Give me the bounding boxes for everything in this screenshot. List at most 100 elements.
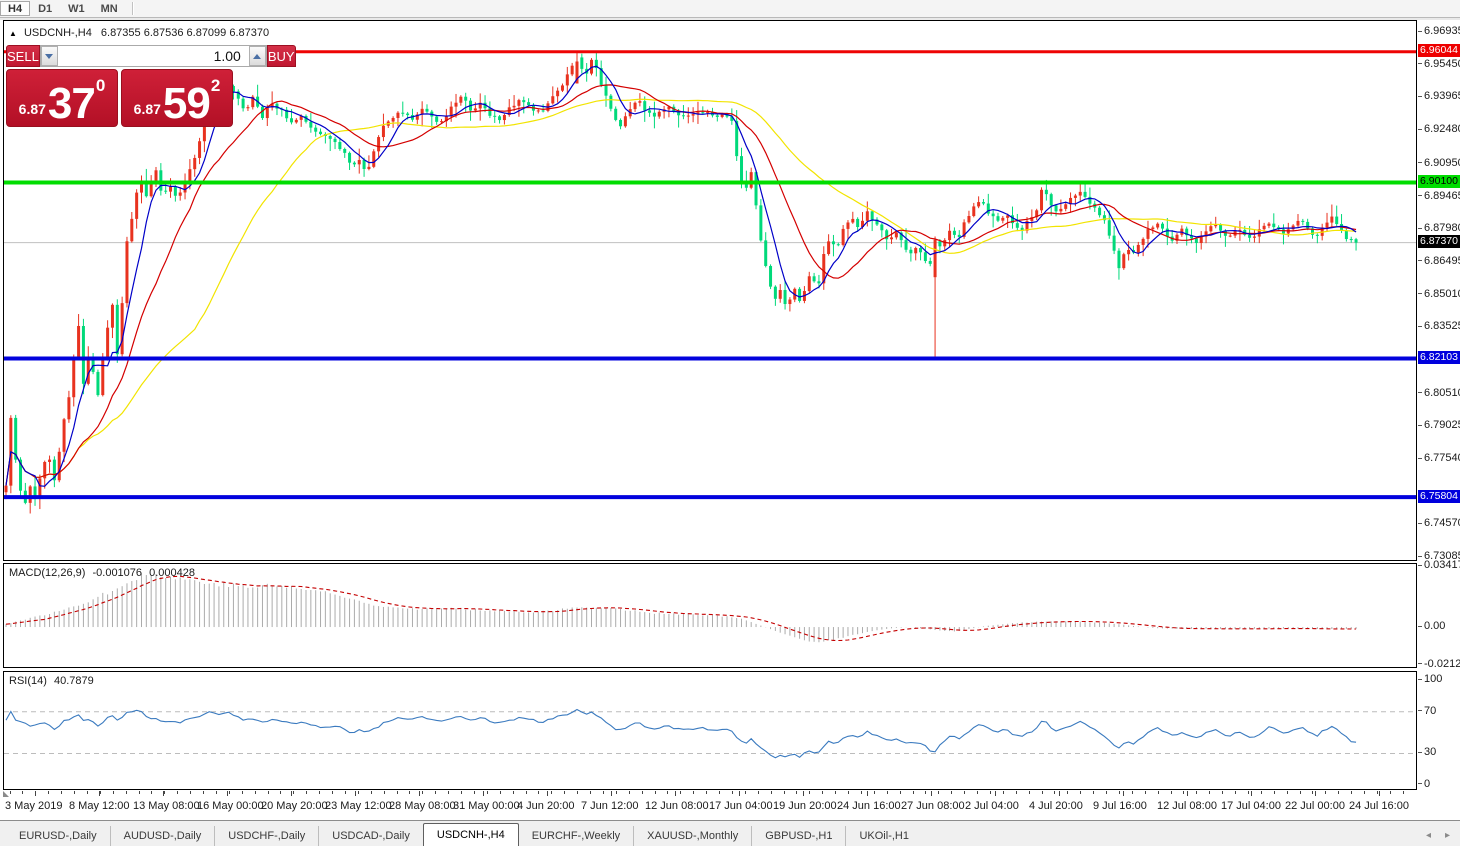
chart-tab-audusd[interactable]: AUDUSD-,Daily: [109, 826, 215, 846]
time-major-tick: [611, 791, 612, 796]
rsi-tick: 0: [1418, 778, 1430, 790]
time-label: 12 Jul 08:00: [1157, 800, 1217, 812]
chart-tab-usdchf[interactable]: USDCHF-,Daily: [214, 826, 318, 846]
sell-price-button[interactable]: 6.87 37 0: [6, 69, 118, 127]
time-label: 20 May 20:00: [261, 800, 328, 812]
buy-price-point: 2: [210, 76, 221, 95]
time-minor-tick: [977, 791, 978, 794]
time-minor-tick: [138, 791, 140, 794]
chart-tab-eurusd[interactable]: EURUSD-,Daily: [19, 830, 97, 842]
time-minor-tick: [74, 791, 75, 794]
time-minor-tick: [641, 791, 643, 794]
time-minor-tick: [1183, 791, 1185, 794]
price-level-label: 6.90100: [1418, 175, 1460, 189]
chart-tab-eurchf[interactable]: EURCHF-,Weekly: [531, 830, 621, 842]
time-major-tick: [739, 791, 740, 796]
time-minor-tick: [719, 791, 720, 794]
time-minor-tick: [1389, 791, 1391, 794]
time-label: 13 May 08:00: [133, 800, 200, 812]
price-tick: 6.90950: [1418, 157, 1460, 169]
time-minor-tick: [938, 791, 940, 794]
time-minor-tick: [1312, 791, 1314, 794]
tab-scroll-right-icon[interactable]: ▸: [1444, 830, 1450, 841]
volume-decrease-button[interactable]: [40, 46, 58, 66]
rsi-panel[interactable]: RSI(14) 40.7879: [3, 671, 1417, 790]
time-minor-tick: [1338, 791, 1340, 794]
chart-tab-usdcad[interactable]: USDCAD-,Daily: [318, 826, 423, 846]
volume-input[interactable]: [57, 46, 249, 66]
time-major-tick: [1251, 791, 1252, 796]
rsi-tick: 100: [1418, 673, 1442, 685]
time-minor-tick: [602, 791, 604, 794]
time-minor-tick: [538, 791, 540, 794]
time-minor-tick: [215, 791, 217, 794]
time-major-tick: [547, 791, 548, 796]
time-major-tick: [1187, 791, 1188, 796]
buy-price-button[interactable]: 6.87 59 2: [121, 69, 233, 127]
time-minor-tick: [1041, 791, 1043, 794]
time-minor-tick: [1067, 791, 1069, 794]
time-minor-tick: [964, 791, 966, 794]
time-major-tick: [931, 791, 932, 796]
time-minor-tick: [1286, 791, 1288, 794]
toolbar-separator: [131, 2, 134, 15]
price-axis[interactable]: 6.96935 6.95450 6.93965 6.92480 6.90950 6.894…: [1418, 20, 1460, 562]
time-minor-tick: [1054, 791, 1056, 794]
collapse-arrow-icon[interactable]: ▲: [9, 29, 17, 38]
time-minor-tick: [1170, 791, 1172, 794]
time-minor-tick: [667, 791, 669, 794]
time-minor-tick: [628, 791, 630, 794]
chart-tab-ukoil[interactable]: UKOil-,H1: [845, 826, 922, 846]
price-chart-panel[interactable]: ▲ USDCNH-,H4 6.87355 6.87536 6.87099 6.8…: [3, 20, 1417, 561]
time-label: 3 May 2019: [5, 800, 63, 812]
time-minor-tick: [1260, 791, 1262, 794]
price-tick: 6.85010: [1418, 288, 1460, 300]
time-minor-tick: [835, 791, 837, 794]
rsi-tick: 30: [1418, 746, 1436, 758]
chart-ohlc-values: 6.87355 6.87536 6.87099 6.87370: [100, 27, 270, 39]
time-minor-tick: [177, 791, 179, 794]
time-major-tick: [35, 791, 36, 796]
price-tick: 6.89465: [1418, 190, 1460, 202]
candlestick-chart[interactable]: [4, 21, 1416, 560]
chart-tab-gbpusd[interactable]: GBPUSD-,H1: [751, 826, 845, 846]
time-minor-tick: [1209, 791, 1211, 794]
macd-label: MACD(12,26,9): [9, 567, 86, 579]
price-level-label: 6.75804: [1418, 489, 1460, 503]
timeframe-button-d1[interactable]: D1: [30, 1, 60, 16]
chart-tab-usdcnh[interactable]: USDCNH-,H4: [422, 823, 519, 846]
time-label: 17 Jun 04:00: [709, 800, 773, 812]
buy-button[interactable]: BUY: [266, 45, 296, 67]
time-minor-tick: [370, 791, 372, 794]
time-minor-tick: [590, 791, 591, 794]
time-minor-tick: [164, 791, 166, 794]
time-minor-tick: [783, 791, 785, 794]
macd-chart[interactable]: [4, 564, 1416, 667]
volume-increase-button[interactable]: [248, 46, 266, 66]
arrow-down-icon: [45, 53, 54, 59]
rsi-chart[interactable]: [4, 672, 1416, 789]
time-minor-tick: [383, 791, 385, 794]
sell-button[interactable]: SELL: [6, 45, 40, 67]
time-minor-tick: [1325, 791, 1327, 794]
time-minor-tick: [1376, 791, 1378, 794]
time-minor-tick: [1247, 791, 1249, 794]
timeframe-button-mn[interactable]: MN: [93, 1, 126, 16]
time-minor-tick: [435, 791, 437, 794]
time-minor-tick: [357, 791, 359, 794]
time-minor-tick: [22, 791, 24, 794]
time-minor-tick: [1351, 791, 1353, 794]
macd-panel[interactable]: MACD(12,26,9) -0.001076 0.000428: [3, 563, 1417, 668]
timeframe-button-w1[interactable]: W1: [60, 1, 93, 16]
time-minor-tick: [86, 791, 88, 794]
time-major-tick: [995, 791, 996, 796]
time-label: 19 Jun 20:00: [773, 800, 837, 812]
chart-tab-xauusd[interactable]: XAUUSD-,Monthly: [633, 826, 751, 846]
time-minor-tick: [1118, 791, 1120, 794]
time-major-tick: [1059, 791, 1060, 796]
timeframe-button-h4[interactable]: H4: [0, 1, 31, 16]
tab-scroll-left-icon[interactable]: ◂: [1425, 830, 1431, 841]
time-minor-tick: [951, 791, 953, 794]
time-label: 23 May 12:00: [325, 800, 392, 812]
time-axis[interactable]: 3 May 2019 8 May 12:00 13 May 08:00 16 May …: [3, 791, 1417, 819]
